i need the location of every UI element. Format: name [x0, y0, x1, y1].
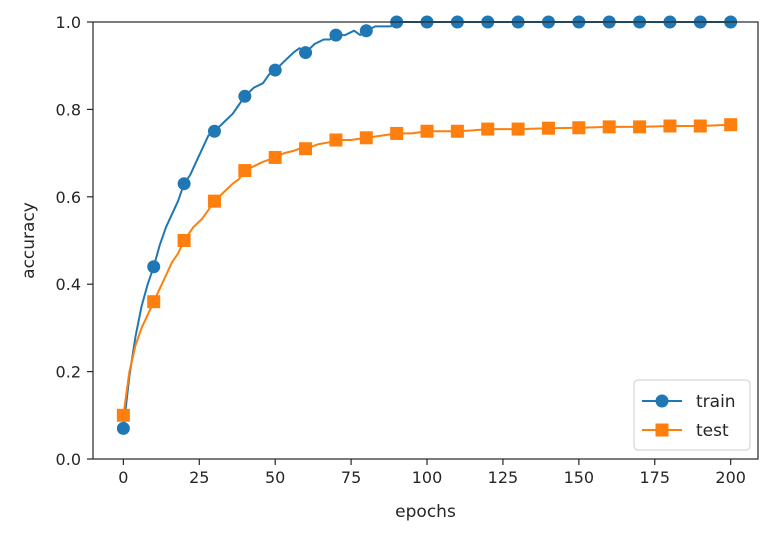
x-tick-label: 25 — [189, 468, 209, 487]
x-tick-label: 175 — [639, 468, 670, 487]
data-point-test — [207, 194, 221, 208]
legend-test-marker — [655, 423, 669, 437]
x-tick-label: 0 — [118, 468, 128, 487]
data-point-test — [420, 124, 434, 138]
x-axis-label: epochs — [395, 502, 456, 522]
x-tick-label: 100 — [412, 468, 443, 487]
data-point-test — [572, 121, 586, 135]
data-point-test — [268, 150, 282, 164]
data-point-train — [116, 421, 130, 435]
data-point-test — [238, 164, 252, 178]
plot-area-frame — [92, 21, 759, 460]
x-tick-label: 50 — [265, 468, 285, 487]
data-point-test — [602, 120, 616, 134]
legend-train-marker — [655, 394, 669, 408]
data-point-test — [541, 121, 555, 135]
data-point-test — [663, 119, 677, 133]
y-tick-label: 0.4 — [56, 275, 81, 294]
data-point-test — [724, 118, 738, 132]
y-axis: 0.0 0.2 0.4 0.6 0.8 1.0 — [56, 13, 93, 469]
y-tick-label: 0.8 — [56, 100, 81, 119]
data-point-train — [238, 89, 252, 103]
data-point-train — [268, 63, 282, 77]
data-point-test — [299, 142, 313, 156]
data-point-test — [329, 133, 343, 147]
data-point-test — [481, 122, 495, 136]
y-tick-label: 0.2 — [56, 363, 81, 382]
x-tick-label: 150 — [564, 468, 595, 487]
data-point-test — [390, 126, 404, 140]
legend-train-label: train — [696, 392, 736, 412]
series-test — [116, 118, 738, 422]
data-point-test — [116, 408, 130, 422]
data-point-train — [177, 177, 191, 191]
data-point-train — [299, 46, 313, 60]
legend: train test — [633, 379, 751, 451]
x-tick-label: 125 — [488, 468, 519, 487]
x-axis: 0 25 50 75 100 125 150 175 200 — [118, 459, 746, 487]
data-point-test — [177, 234, 191, 247]
data-point-test — [147, 295, 161, 309]
data-point-test — [633, 120, 647, 134]
y-tick-label: 0.0 — [56, 450, 81, 469]
legend-box — [633, 379, 751, 451]
data-point-train — [329, 28, 343, 42]
data-point-test — [693, 119, 707, 133]
data-point-train — [147, 260, 161, 274]
y-tick-label: 1.0 — [56, 13, 81, 32]
data-point-test — [511, 122, 525, 136]
data-point-test — [450, 124, 464, 138]
data-point-test — [359, 131, 373, 145]
data-point-train — [207, 124, 221, 138]
x-tick-label: 75 — [341, 468, 361, 487]
y-tick-label: 0.6 — [56, 188, 81, 207]
data-point-train — [359, 24, 373, 38]
x-tick-label: 200 — [715, 468, 746, 487]
y-axis-label: accuracy — [19, 202, 39, 279]
legend-test-label: test — [696, 421, 729, 441]
